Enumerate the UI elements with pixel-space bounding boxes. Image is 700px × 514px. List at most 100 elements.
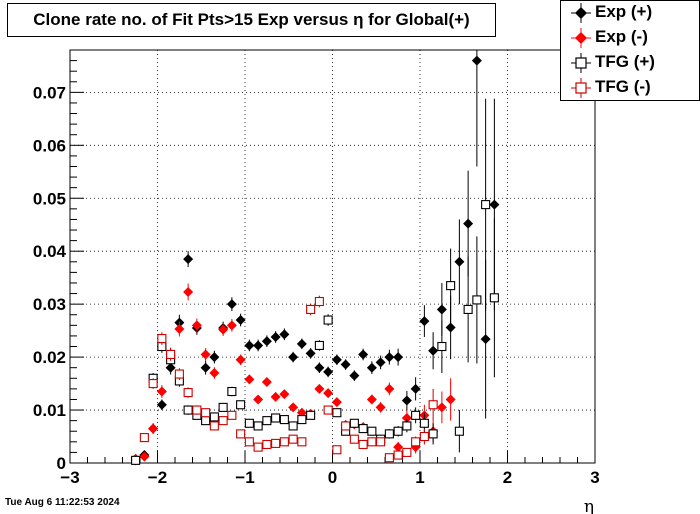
- data-point: [288, 402, 299, 413]
- data-point: [235, 315, 246, 326]
- data-point: [489, 293, 499, 303]
- data-point: [174, 369, 184, 379]
- legend: Exp (+) Exp (-) TFG (+) TFG (-): [560, 0, 700, 101]
- data-point: [384, 383, 395, 394]
- data-point: [261, 336, 272, 347]
- data-point: [270, 391, 281, 402]
- legend-item-tfg-minus: TFG (-): [561, 76, 699, 101]
- x-tick-label: −2: [148, 468, 167, 487]
- data-point: [376, 437, 386, 447]
- y-tick-label: 0.06: [33, 136, 66, 155]
- legend-item-tfg-plus: TFG (+): [561, 51, 699, 76]
- open-square-icon: [571, 53, 591, 73]
- data-point: [314, 296, 324, 307]
- data-point: [192, 405, 202, 415]
- data-point: [262, 439, 272, 450]
- data-point: [384, 429, 394, 439]
- data-point: [489, 199, 500, 210]
- data-point: [445, 322, 456, 333]
- data-point: [201, 416, 211, 426]
- data-point: [139, 451, 150, 462]
- legend-label-tfg-plus: TFG (+): [595, 52, 655, 71]
- data-point: [410, 383, 421, 394]
- data-point: [183, 388, 193, 398]
- data-point: [209, 367, 220, 378]
- data-point: [332, 408, 342, 418]
- data-point: [341, 421, 351, 431]
- data-point: [236, 429, 246, 439]
- data-point: [227, 410, 237, 420]
- data-point: [481, 200, 491, 210]
- data-point: [244, 437, 254, 447]
- data-point: [436, 402, 447, 413]
- data-point: [226, 320, 237, 331]
- legend-label-tfg-minus: TFG (-): [595, 77, 651, 96]
- filled-diamond-icon: [571, 3, 591, 23]
- data-point: [323, 388, 334, 399]
- data-point: [428, 400, 438, 410]
- y-tick-label: 0.04: [33, 242, 67, 261]
- data-point: [131, 455, 141, 465]
- y-tick-label: 0.03: [33, 295, 66, 314]
- data-point: [402, 447, 412, 457]
- data-point: [218, 416, 228, 426]
- data-point: [314, 383, 325, 394]
- legend-label-exp-minus: Exp (-): [595, 27, 648, 46]
- data-point: [366, 394, 377, 405]
- data-point: [331, 354, 342, 365]
- data-point: [253, 394, 264, 405]
- chart-title: Clone rate no. of Fit Pts>15 Exp versus …: [7, 3, 496, 37]
- data-point: [262, 416, 272, 426]
- data-point: [279, 437, 289, 447]
- data-point: [419, 418, 429, 428]
- data-point: [183, 254, 194, 265]
- data-point: [384, 352, 395, 363]
- data-point: [411, 437, 421, 447]
- data-point: [209, 421, 219, 431]
- x-tick-label: 2: [503, 468, 512, 487]
- filled-diamond-icon: [571, 28, 591, 48]
- data-point: [236, 400, 246, 410]
- data-point: [393, 450, 403, 460]
- data-point: [384, 453, 394, 463]
- data-point: [253, 340, 264, 351]
- data-point: [209, 352, 220, 363]
- data-point: [157, 334, 167, 344]
- data-point: [366, 362, 377, 373]
- data-point: [165, 362, 176, 373]
- data-point: [419, 431, 429, 442]
- data-point: [218, 324, 229, 335]
- data-point: [288, 434, 298, 444]
- data-point: [183, 405, 193, 415]
- data-point: [306, 304, 316, 314]
- data-point: [166, 349, 176, 360]
- data-point: [209, 412, 219, 422]
- data-point: [323, 366, 334, 377]
- x-tick-label: 0: [328, 468, 337, 487]
- data-point: [401, 395, 412, 406]
- data-point: [297, 415, 307, 425]
- data-point: [279, 415, 289, 425]
- data-point: [200, 362, 211, 373]
- data-point: [305, 348, 316, 359]
- open-square-icon: [571, 78, 591, 98]
- data-point: [463, 218, 474, 229]
- data-point: [218, 402, 228, 412]
- data-point: [445, 394, 456, 405]
- data-point: [323, 315, 333, 325]
- data-point: [401, 412, 412, 423]
- data-point: [156, 399, 167, 410]
- x-tick-label: −3: [60, 468, 79, 487]
- data-point: [472, 295, 482, 305]
- data-point: [428, 345, 439, 356]
- data-point: [191, 320, 202, 331]
- data-point: [332, 445, 342, 455]
- data-point: [235, 354, 246, 365]
- data-point: [367, 437, 377, 447]
- data-point: [428, 429, 438, 439]
- data-point: [201, 408, 211, 418]
- data-point: [419, 316, 430, 327]
- data-point: [279, 329, 290, 340]
- data-point: [288, 352, 299, 363]
